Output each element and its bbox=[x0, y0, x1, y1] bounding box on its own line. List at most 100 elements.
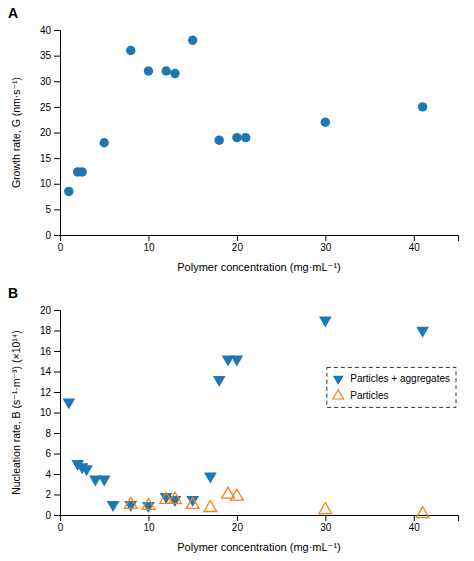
point bbox=[231, 356, 244, 367]
y-tick: 8 bbox=[45, 428, 60, 439]
y-tick-mark bbox=[54, 392, 60, 393]
x-axis-line bbox=[61, 236, 459, 242]
y-tick-mark bbox=[54, 184, 60, 185]
point bbox=[80, 465, 93, 476]
y-tick-label: 15 bbox=[40, 153, 52, 164]
point bbox=[186, 497, 199, 508]
x-tick-label: 40 bbox=[409, 522, 421, 533]
y-tick-label: 6 bbox=[45, 448, 51, 459]
y-tick: 0 bbox=[45, 230, 60, 241]
y-tick-label: 18 bbox=[40, 325, 52, 336]
point bbox=[62, 399, 75, 410]
point bbox=[232, 133, 241, 142]
y-tick-label: 14 bbox=[40, 366, 52, 377]
panel-label: A bbox=[8, 5, 18, 21]
y-tick-label: 40 bbox=[40, 25, 52, 36]
y-tick: 15 bbox=[40, 153, 60, 164]
y-tick-label: 0 bbox=[45, 510, 51, 521]
y-tick: 0 bbox=[45, 510, 60, 521]
x-axis: 0 10 20 30 40 bbox=[58, 235, 459, 253]
point bbox=[144, 66, 153, 75]
legend-label: Particles bbox=[350, 390, 388, 401]
y-axis: 02468101214161820 bbox=[40, 305, 61, 521]
y-tick-label: 12 bbox=[40, 387, 52, 398]
y-tick-mark bbox=[54, 81, 60, 82]
x-tick-label: 10 bbox=[143, 242, 155, 253]
x-tick: 20 bbox=[232, 235, 244, 253]
y-tick: 14 bbox=[40, 366, 60, 377]
x-tick-mark bbox=[414, 515, 415, 521]
legend-symbol bbox=[333, 376, 344, 385]
x-axis-line bbox=[61, 516, 459, 522]
panel: 01020304002468101214161820Polymer concen… bbox=[10, 305, 459, 553]
y-tick-label: 16 bbox=[40, 346, 52, 357]
y-tick-mark bbox=[54, 209, 60, 210]
point bbox=[124, 497, 137, 508]
y-tick-mark bbox=[54, 331, 60, 332]
legend-symbol bbox=[333, 390, 344, 399]
point bbox=[416, 507, 429, 518]
point bbox=[188, 36, 197, 45]
x-tick-mark bbox=[237, 235, 238, 241]
legend-frame bbox=[327, 367, 456, 407]
y-tick: 10 bbox=[40, 407, 60, 418]
point bbox=[319, 317, 332, 328]
y-tick-mark bbox=[54, 310, 60, 311]
x-tick: 10 bbox=[143, 515, 155, 533]
series bbox=[64, 36, 427, 197]
point bbox=[241, 133, 250, 142]
point bbox=[169, 492, 182, 503]
y-tick: 16 bbox=[40, 346, 60, 357]
x-tick-mark bbox=[148, 235, 149, 241]
y-tick-label: 30 bbox=[40, 76, 52, 87]
series bbox=[124, 487, 429, 517]
x-tick-mark bbox=[237, 515, 238, 521]
y-tick: 35 bbox=[40, 50, 60, 61]
point bbox=[204, 500, 217, 511]
y-tick-mark bbox=[54, 474, 60, 475]
y-tick-mark bbox=[54, 454, 60, 455]
point bbox=[319, 503, 332, 514]
y-tick-mark bbox=[54, 495, 60, 496]
y-axis-line bbox=[54, 31, 61, 236]
x-tick: 20 bbox=[232, 515, 244, 533]
point bbox=[98, 475, 111, 486]
y-tick-label: 25 bbox=[40, 102, 52, 113]
point bbox=[161, 66, 170, 75]
marks bbox=[64, 36, 427, 197]
y-tick-label: 0 bbox=[45, 230, 51, 241]
point bbox=[416, 327, 429, 338]
legend-label: Particles + aggregates bbox=[350, 373, 450, 384]
x-tick-mark bbox=[414, 235, 415, 241]
y-tick: 40 bbox=[40, 25, 60, 36]
point bbox=[124, 501, 137, 512]
point bbox=[160, 492, 173, 503]
y-axis: 0 5 10 15 20 25 30 35 40 bbox=[40, 25, 61, 241]
y-tick-mark bbox=[54, 158, 60, 159]
x-tick-label: 40 bbox=[409, 242, 421, 253]
x-tick-label: 30 bbox=[320, 522, 332, 533]
y-tick-label: 35 bbox=[40, 50, 52, 61]
y-tick: 5 bbox=[45, 204, 60, 215]
figure: 0102030400510152025303540Polymer concent… bbox=[0, 0, 474, 561]
y-tick-mark bbox=[54, 107, 60, 108]
y-tick-label: 20 bbox=[40, 127, 52, 138]
point bbox=[77, 167, 86, 176]
y-tick: 30 bbox=[40, 76, 60, 87]
y-tick: 6 bbox=[45, 448, 60, 459]
x-tick: 0 bbox=[58, 235, 64, 253]
y-tick-mark bbox=[54, 413, 60, 414]
y-tick-label: 10 bbox=[40, 178, 52, 189]
x-tick-label: 20 bbox=[232, 242, 244, 253]
x-tick: 30 bbox=[320, 235, 332, 253]
point bbox=[214, 135, 223, 144]
x-tick-label: 10 bbox=[143, 522, 155, 533]
y-axis-line bbox=[54, 311, 61, 516]
point bbox=[170, 69, 179, 78]
x-tick: 30 bbox=[320, 515, 332, 533]
y-tick-label: 20 bbox=[40, 305, 52, 316]
point bbox=[142, 502, 155, 513]
x-tick: 10 bbox=[143, 235, 155, 253]
panel: 0102030400510152025303540Polymer concent… bbox=[10, 25, 459, 273]
x-tick: 40 bbox=[409, 235, 421, 253]
